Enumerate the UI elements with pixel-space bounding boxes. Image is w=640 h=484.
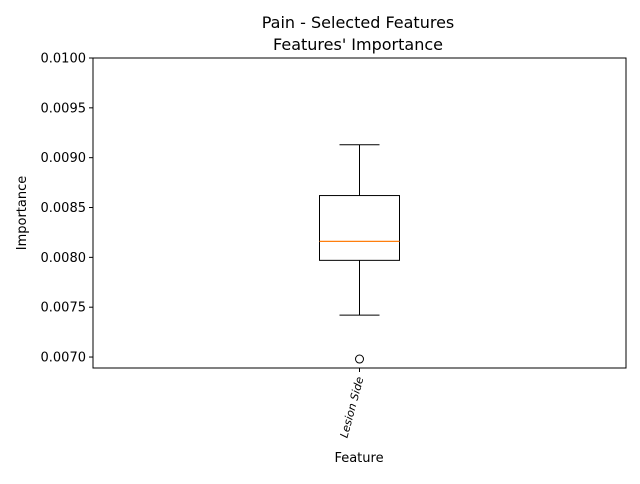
y-axis-label: Importance: [15, 176, 30, 251]
y-tick-label: 0.0080: [41, 251, 87, 266]
y-tick-label: 0.0070: [41, 351, 87, 366]
plot-area-frame: [92, 57, 627, 369]
y-tick-label: 0.0075: [41, 301, 87, 316]
y-tick-label: 0.0085: [41, 201, 87, 216]
y-tick-label: 0.0090: [41, 151, 87, 166]
y-tick-label: 0.0095: [41, 101, 87, 116]
outlier-point: [355, 354, 364, 364]
y-axis-ticks: 0.0070 0.0075 0.0080 0.0085 0.0090 0.0095 0.01…: [41, 52, 93, 366]
x-axis-label: Feature: [334, 451, 383, 466]
x-tick-label: Lesion Side: [338, 375, 367, 439]
x-axis-ticks: Lesion Side: [338, 368, 367, 439]
chart-title-line1: Pain - Selected Features: [262, 13, 455, 32]
box-plot-boxes: [319, 144, 400, 364]
iqr-box: [319, 195, 400, 261]
chart-title-line2: Features' Importance: [273, 35, 443, 54]
y-tick-label: 0.0100: [41, 52, 87, 67]
